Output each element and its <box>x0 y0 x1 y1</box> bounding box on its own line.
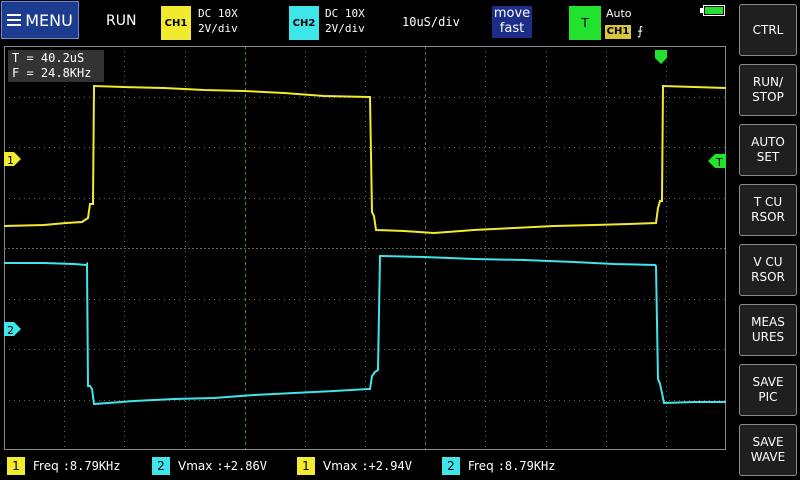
ch2-waveform <box>4 254 726 406</box>
measurement-item[interactable]: 1 Vmax :+2.94V <box>297 455 412 477</box>
auto-set-button[interactable]: AUTO SET <box>739 124 797 176</box>
screen-border <box>4 46 726 450</box>
ch2-coupling: DC 10X <box>325 7 365 20</box>
hamburger-icon <box>7 13 22 27</box>
menu-button[interactable]: MENU <box>1 1 79 39</box>
measurement-channel: 1 <box>7 457 25 475</box>
top-status-bar: MENU RUN CH1 DC 10X 2V/div CH2 DC 10X 2V… <box>0 0 736 46</box>
ch1-badge[interactable]: CH1 <box>161 6 191 40</box>
voltage-cursor-button[interactable]: V CU RSOR <box>739 244 797 296</box>
ch2-settings[interactable]: DC 10X 2V/div <box>325 6 365 36</box>
measurement-bar: 1 Freq :8.79KHz 2 Vmax :+2.86V 1 Vmax :+… <box>0 452 736 480</box>
ch1-scale: 2V/div <box>198 22 238 35</box>
ch2-scale: 2V/div <box>325 22 365 35</box>
ctrl-button[interactable]: CTRL <box>739 4 797 56</box>
trigger-source[interactable]: CH1 <box>605 25 631 39</box>
waveform-canvas <box>4 46 726 450</box>
measurement-value: :+2.94V <box>361 459 412 473</box>
frequency-readout: F = 24.8KHz <box>12 66 92 80</box>
waveform-display[interactable]: T = 40.2uS F = 24.8KHz 1 2 T <box>4 46 726 450</box>
measurement-item[interactable]: 2 Vmax :+2.86V <box>152 455 267 477</box>
menu-label: MENU <box>25 10 73 30</box>
move-speed: fast <box>499 21 525 36</box>
measurement-channel: 2 <box>442 457 460 475</box>
ch2-badge[interactable]: CH2 <box>289 6 319 40</box>
trigger-position-marker[interactable] <box>655 50 667 64</box>
run-status[interactable]: RUN <box>106 13 137 29</box>
battery-icon <box>700 5 725 16</box>
save-picture-button[interactable]: SAVE PIC <box>739 364 797 416</box>
measurement-value: :8.79KHz <box>497 459 556 473</box>
ch1-settings[interactable]: DC 10X 2V/div <box>198 6 238 36</box>
measurement-channel: 2 <box>152 457 170 475</box>
measurement-label: Freq <box>468 459 494 473</box>
measures-button[interactable]: MEAS URES <box>739 304 797 356</box>
move-label: move <box>493 6 531 21</box>
measurement-label: Vmax <box>178 459 213 473</box>
graticule <box>4 46 726 450</box>
trigger-mode[interactable]: Auto <box>606 7 632 20</box>
period-readout: T = 40.2uS <box>12 51 85 65</box>
run-stop-button[interactable]: RUN/ STOP <box>739 64 797 116</box>
move-speed-toggle[interactable]: move fast <box>492 6 532 38</box>
measurement-item[interactable]: 2 Freq :8.79KHz <box>442 455 556 477</box>
measurement-value: :8.79KHz <box>62 459 121 473</box>
function-sidebar: CTRL RUN/ STOP AUTO SET T CU RSOR V CU R… <box>736 0 800 480</box>
timebase-readout[interactable]: 10uS/div <box>402 15 460 29</box>
measurement-channel: 1 <box>297 457 315 475</box>
period-frequency-readout: T = 40.2uS F = 24.8KHz <box>8 50 104 82</box>
measurement-label: Freq <box>33 459 59 473</box>
ch1-waveform <box>4 84 726 235</box>
ch1-coupling: DC 10X <box>198 7 238 20</box>
measurement-label: Vmax <box>323 459 358 473</box>
trigger-badge[interactable]: T <box>569 6 601 40</box>
rising-edge-icon: ⨍ <box>637 24 644 38</box>
save-wave-button[interactable]: SAVE WAVE <box>739 424 797 476</box>
time-cursor-button[interactable]: T CU RSOR <box>739 184 797 236</box>
measurement-item[interactable]: 1 Freq :8.79KHz <box>7 455 121 477</box>
measurement-value: :+2.86V <box>216 459 267 473</box>
